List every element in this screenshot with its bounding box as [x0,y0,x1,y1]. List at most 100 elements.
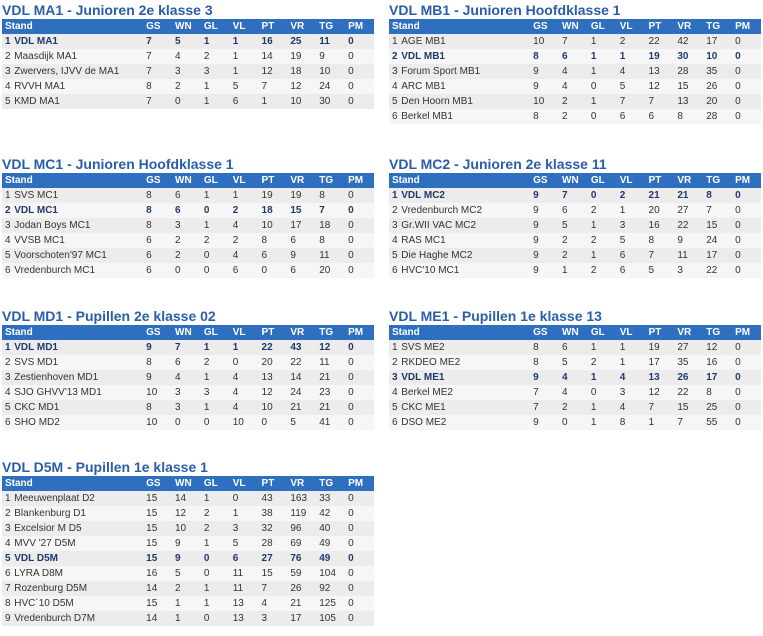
cell-tg: 23 [316,385,346,400]
cell-wn: 5 [172,34,201,49]
cell-tg: 24 [703,233,733,248]
standings-table: Stand GS WN GL VL PT VR TG PM 1 AGE MB1 10 7 1 2 22 42 17… [389,19,761,124]
cell-pm: 0 [732,64,761,79]
table-row: 8 HVC´10 D5M 15 1 1 13 4 21 125 0 [2,596,374,611]
standings-block: VDL MC2 - Junioren 2e klasse 11 Stand GS WN… [389,155,761,278]
cell-pos: 4 [2,233,12,248]
cell-gl: 0 [587,79,617,94]
header-stand: Stand [2,19,144,34]
cell-pm: 0 [345,566,374,581]
header-pm: PM [345,476,374,491]
standings-table: Stand GS WN GL VL PT VR TG PM 1 SVS ME2 8 6 1 1 19 27 12 0… [389,325,761,430]
cell-pm: 0 [732,263,761,278]
cell-tg: 42 [316,506,346,521]
cell-vl: 6 [616,248,646,263]
table-row: 3 Forum Sport MB1 9 4 1 4 13 28 35 0 [389,64,761,79]
header-row: Stand GS WN GL VL PT VR TG PM [2,325,374,340]
cell-wn: 10 [172,521,201,536]
cell-pos: 3 [2,521,12,536]
cell-vr: 59 [287,566,317,581]
cell-tg: 21 [316,400,346,415]
table-row: 5 Die Haghe MC2 9 2 1 6 7 11 17 0 [389,248,761,263]
cell-tg: 11 [316,248,346,263]
table-title[interactable]: VDL MA1 - Junioren 2e klasse 3 [2,2,213,18]
cell-team: KMD MA1 [11,94,144,109]
cell-pm: 0 [732,49,761,64]
cell-vl: 5 [616,79,646,94]
cell-team: VDL ME1 [398,370,531,385]
header-vr: VR [674,325,704,340]
cell-gl: 1 [200,34,230,49]
cell-team: Die Haghe MC2 [398,248,531,263]
cell-wn: 1 [172,611,201,626]
cell-gs: 8 [143,79,172,94]
standings-block: VDL ME1 - Pupillen 1e klasse 13 Stand GS WN… [389,307,761,430]
cell-vr: 13 [674,94,704,109]
cell-wn: 5 [172,566,201,581]
table-title[interactable]: VDL MB1 - Junioren Hoofdklasse 1 [389,2,621,18]
header-wn: WN [559,325,588,340]
cell-team: VDL MC1 [11,203,144,218]
cell-pt: 10 [258,400,288,415]
table-title[interactable]: VDL MD1 - Pupillen 2e klasse 02 [2,308,216,324]
cell-tg: 10 [703,49,733,64]
cell-team: RAS MC1 [398,233,531,248]
cell-pm: 0 [345,248,374,263]
cell-gl: 2 [200,521,230,536]
cell-pos: 2 [2,203,12,218]
cell-wn: 9 [172,551,201,566]
cell-tg: 17 [703,248,733,263]
cell-wn: 6 [172,188,201,203]
header-pt: PT [645,173,675,188]
cell-gs: 8 [530,340,559,355]
cell-pm: 0 [732,233,761,248]
table-title[interactable]: VDL MC1 - Junioren Hoofdklasse 1 [2,156,234,172]
cell-pt: 20 [645,203,675,218]
cell-pos: 6 [389,263,399,278]
cell-gl: 1 [200,596,230,611]
table-title[interactable]: VDL D5M - Pupillen 1e klasse 1 [2,459,208,475]
cell-gs: 9 [530,415,559,430]
cell-gl: 0 [587,385,617,400]
cell-gs: 7 [143,34,172,49]
cell-vl: 2 [229,203,259,218]
cell-vr: 19 [287,49,317,64]
cell-pos: 6 [389,109,399,124]
cell-wn: 2 [172,79,201,94]
cell-team: Vredenburch D7M [11,611,144,626]
cell-tg: 55 [703,415,733,430]
cell-pt: 15 [258,566,288,581]
cell-tg: 9 [316,49,346,64]
cell-vl: 5 [229,536,259,551]
cell-vr: 10 [287,94,317,109]
table-row: 2 Blankenburg D1 15 12 2 1 38 119 42 0 [2,506,374,521]
table-row: 6 DSO ME2 9 0 1 8 1 7 55 0 [389,415,761,430]
cell-pt: 19 [645,340,675,355]
table-title[interactable]: VDL ME1 - Pupillen 1e klasse 13 [389,308,602,324]
cell-vl: 7 [616,94,646,109]
cell-pt: 7 [645,248,675,263]
table-row: 1 AGE MB1 10 7 1 2 22 42 17 0 [389,34,761,49]
cell-pt: 7 [645,400,675,415]
cell-tg: 18 [316,218,346,233]
header-row: Stand GS WN GL VL PT VR TG PM [389,19,761,34]
cell-pm: 0 [345,34,374,49]
cell-wn: 14 [172,491,201,506]
cell-pt: 19 [258,188,288,203]
header-vl: VL [229,325,259,340]
cell-gl: 0 [587,188,617,203]
cell-gl: 1 [587,370,617,385]
standings-block: VDL MA1 - Junioren 2e klasse 3 Stand GS WN G… [2,1,374,109]
cell-pos: 4 [2,79,12,94]
cell-wn: 2 [559,248,588,263]
cell-gl: 1 [200,188,230,203]
cell-pt: 12 [258,64,288,79]
cell-wn: 0 [559,415,588,430]
cell-pos: 3 [389,218,399,233]
cell-vr: 28 [674,64,704,79]
cell-vr: 21 [287,400,317,415]
cell-pt: 12 [645,385,675,400]
table-title[interactable]: VDL MC2 - Junioren 2e klasse 11 [389,156,607,172]
cell-vl: 1 [229,49,259,64]
cell-tg: 8 [316,188,346,203]
